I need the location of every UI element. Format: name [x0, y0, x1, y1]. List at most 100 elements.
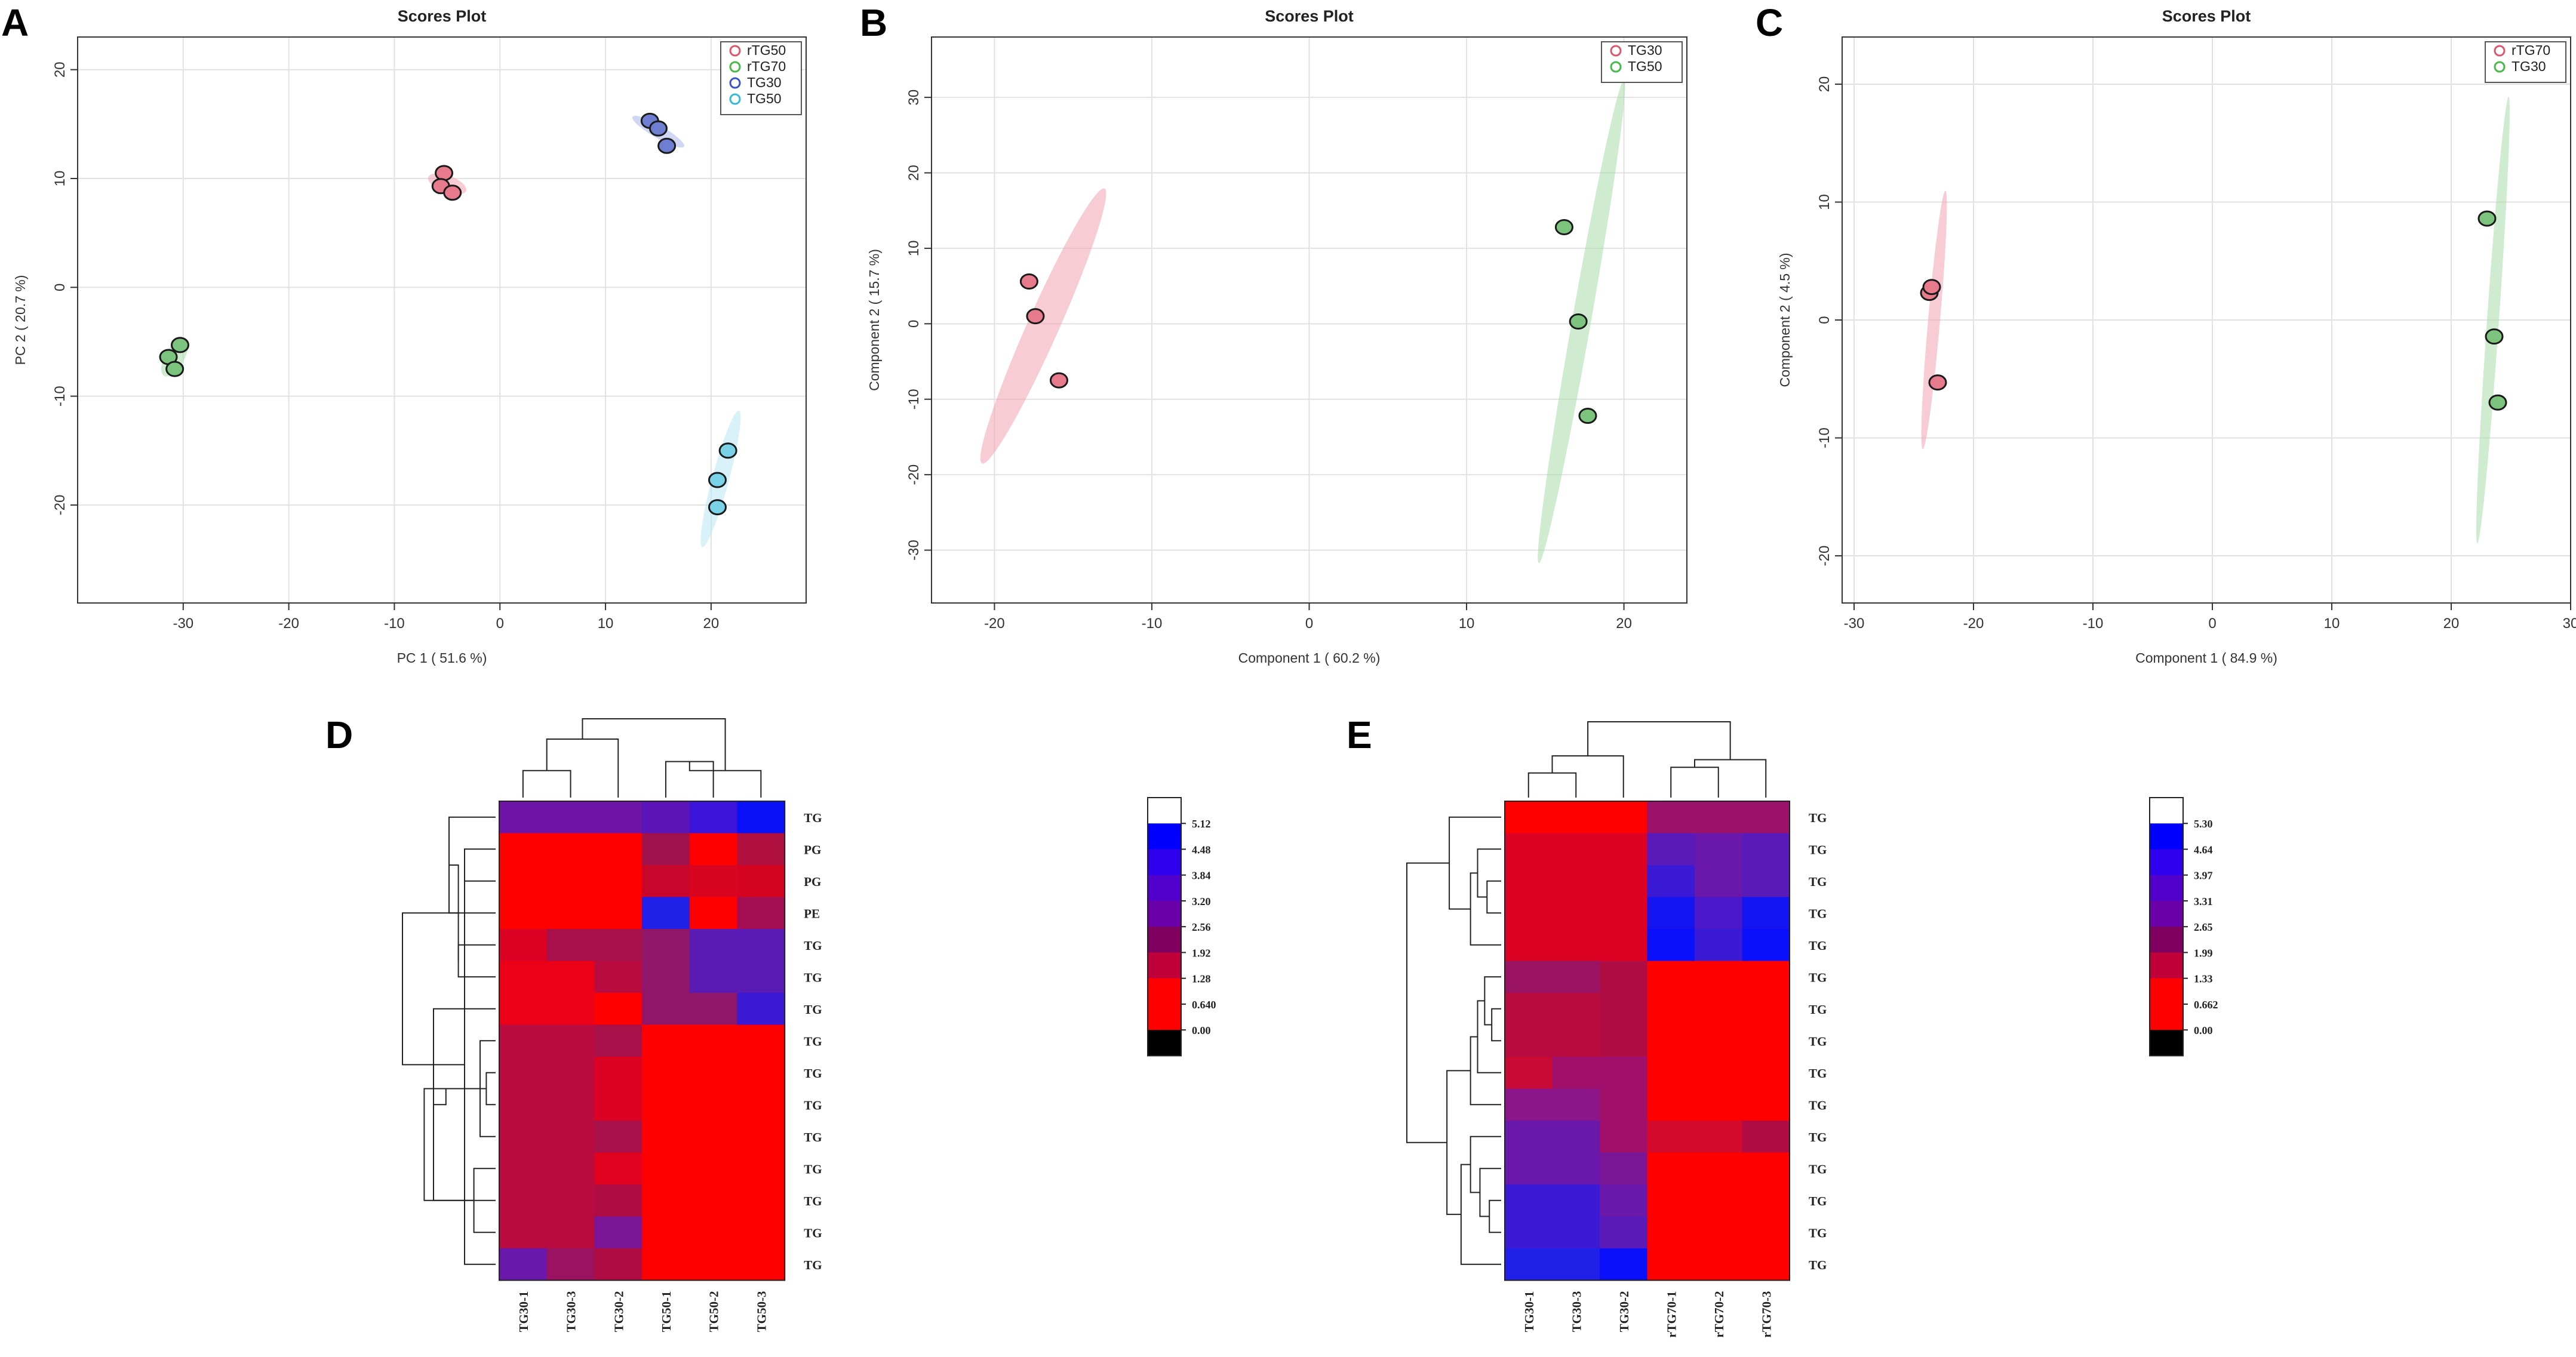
- legend-marker-tg30: [2494, 61, 2506, 73]
- data-point-rtg50: [435, 165, 454, 181]
- column-label: TG30-2: [611, 1291, 626, 1333]
- heatmap-cell: [1552, 1216, 1600, 1249]
- heatmap-cell: [1552, 1024, 1600, 1057]
- color-bar-label: 1.33: [2194, 973, 2213, 985]
- heatmap-cell: [1505, 1152, 1553, 1185]
- y-tick-label: -10: [52, 386, 68, 407]
- column-dendrogram-branch: [1527, 772, 1577, 798]
- data-point-tg30: [1026, 308, 1045, 325]
- y-tick-label: -20: [1816, 546, 1833, 567]
- heatmap-cell: [642, 801, 690, 834]
- legend-marker-tg30: [729, 77, 741, 89]
- scores-plot-panel-a: A Scores Plot -30 -20 -10 0 10 20 -20 -10 0 10 20 PC …: [1, 1, 807, 666]
- row-label: TG: [804, 1066, 822, 1081]
- x-tick-label: 0: [2208, 616, 2216, 632]
- heatmap-cell: [546, 929, 595, 962]
- y-tick-label: 10: [906, 241, 922, 257]
- row-dendrogram-branch: [423, 1088, 480, 1201]
- plot-frame: [77, 36, 807, 604]
- row-dendrogram-branch: [1477, 1000, 1501, 1073]
- y-tick-label: 0: [906, 320, 922, 328]
- heatmap-cell: [1742, 993, 1790, 1026]
- heatmap-cell: [689, 929, 738, 962]
- row-dendrogram-branch: [1449, 816, 1501, 910]
- row-label: TG: [804, 1034, 822, 1048]
- heatmap-cell: [499, 865, 548, 898]
- legend-label-rtg50: rTG50: [747, 42, 786, 58]
- heatmap-cell: [1695, 1088, 1743, 1121]
- row-label: TG: [1809, 1162, 1827, 1176]
- heatmap-cell: [594, 929, 643, 962]
- color-bar-segment: [2150, 875, 2183, 901]
- x-tick-label: -30: [1844, 616, 1865, 632]
- heatmap-cell: [594, 993, 643, 1026]
- panel-letter: C: [1756, 1, 1783, 44]
- color-bar: 5.30 4.64 3.97 3.31 2.65 1.99 1.33 0.662 0.00: [2149, 797, 2218, 1057]
- color-bar-segment: [1148, 823, 1181, 850]
- heatmap-cell: [1695, 1216, 1743, 1249]
- heatmap-cell: [1552, 833, 1600, 866]
- color-bar-segment: [1148, 978, 1181, 1005]
- x-tick-label: 20: [703, 616, 720, 632]
- color-bar-segment: [2150, 823, 2183, 850]
- color-bar-label: 1.92: [1192, 947, 1211, 959]
- data-point-tg30: [1049, 372, 1068, 389]
- row-label: TG: [1809, 1066, 1827, 1081]
- row-dendrogram-branch: [457, 944, 496, 978]
- heatmap-cell: [1742, 1024, 1790, 1057]
- heatmap-cell: [689, 897, 738, 930]
- color-bar-segment: [2150, 798, 2183, 824]
- row-dendrogram-branch: [402, 912, 465, 1066]
- row-label: TG: [1809, 842, 1827, 857]
- heatmap-cell: [546, 1216, 595, 1249]
- color-bar-label: 5.12: [1192, 818, 1211, 830]
- row-dendrogram-branch: [1470, 1136, 1501, 1193]
- color-bar-segment: [1148, 1004, 1181, 1030]
- heatmap-cell: [499, 801, 548, 834]
- color-bar-segment: [1148, 1030, 1181, 1056]
- x-tick-label: -20: [278, 616, 299, 632]
- row-label: TG: [1809, 811, 1827, 825]
- y-tick-label: -20: [52, 495, 68, 516]
- x-tick-label: -30: [173, 616, 193, 632]
- heatmap-cell: [1600, 1152, 1648, 1185]
- row-dendrogram-branch: [1491, 1008, 1501, 1042]
- heatmap-cell: [1695, 1121, 1743, 1153]
- heatmap-cell: [689, 1152, 738, 1185]
- heatmap-cell: [594, 961, 643, 993]
- column-label: TG50-2: [707, 1291, 721, 1333]
- row-label: TG: [1809, 1226, 1827, 1240]
- heatmap-cell: [1647, 1121, 1695, 1153]
- color-bar-segment: [2150, 952, 2183, 979]
- heatmap-cell: [737, 833, 785, 866]
- row-label: PE: [804, 906, 820, 921]
- heatmap-cell: [1647, 1216, 1695, 1249]
- heatmap-cell: [1695, 1248, 1743, 1281]
- plot-title: Scores Plot: [1265, 7, 1354, 25]
- heatmap-cell: [1505, 961, 1553, 993]
- row-dendrogram-branch: [464, 848, 496, 882]
- data-point-rtg70: [1922, 279, 1941, 296]
- column-label: TG30-3: [1569, 1291, 1584, 1333]
- legend-label-tg30: TG30: [2512, 59, 2546, 74]
- row-dendrogram-branch: [1470, 872, 1501, 946]
- heatmap-cell: [1600, 993, 1648, 1026]
- heatmap-cell: [689, 1024, 738, 1057]
- color-bar-segment: [2150, 927, 2183, 953]
- heatmap-cell: [737, 1057, 785, 1090]
- row-dendrogram-branch: [434, 1088, 487, 1106]
- y-tick-label: 0: [52, 284, 68, 291]
- row-dendrogram-branch: [1460, 1164, 1501, 1265]
- heatmap-cell: [499, 1248, 548, 1281]
- heatmap-cell: [499, 1184, 548, 1217]
- color-bar-segment: [1148, 900, 1181, 927]
- column-label: rTG70-3: [1759, 1291, 1773, 1338]
- heatmap-cell: [546, 993, 595, 1026]
- heatmap-cell: [642, 865, 690, 898]
- heatmap-cell: [689, 1088, 738, 1121]
- heatmap-cell: [499, 929, 548, 962]
- heatmap-cell: [1552, 897, 1600, 930]
- heatmap-cell: [594, 1057, 643, 1090]
- row-label: TG: [1809, 1194, 1827, 1208]
